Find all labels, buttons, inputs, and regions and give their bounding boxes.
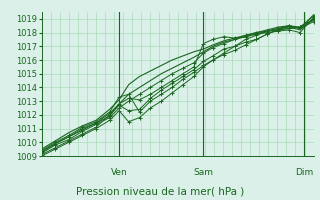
Text: Ven: Ven xyxy=(111,168,127,177)
Text: Sam: Sam xyxy=(193,168,213,177)
Text: Dim: Dim xyxy=(295,168,313,177)
Text: Pression niveau de la mer( hPa ): Pression niveau de la mer( hPa ) xyxy=(76,186,244,196)
